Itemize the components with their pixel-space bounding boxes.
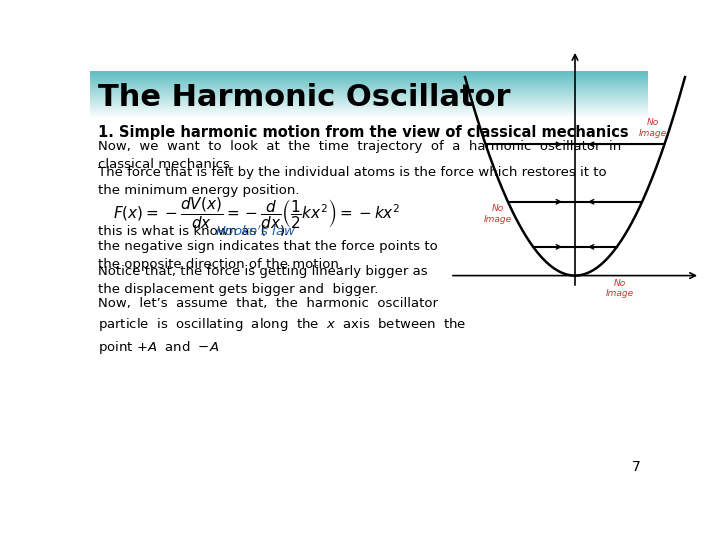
Text: Now,  we  want  to  look  at  the  time  trajectory  of  a  harmonic  oscillator: Now, we want to look at the time traject… [98,140,621,171]
Text: $\it{Hooke's\ law}$: $\it{Hooke's\ law}$ [215,225,296,239]
Text: No
Image: No Image [606,279,634,299]
Text: ).: ). [280,225,289,238]
Text: this is what is known as (: this is what is known as ( [98,225,266,238]
Text: $F(x) = -\dfrac{dV(x)}{dx} = -\dfrac{d}{dx}\left(\dfrac{1}{2}kx^2\right) = -kx^2: $F(x) = -\dfrac{dV(x)}{dx} = -\dfrac{d}{… [113,195,400,232]
Text: 1. Simple harmonic motion from the view of classical mechanics: 1. Simple harmonic motion from the view … [98,125,629,140]
Text: No
Image: No Image [639,118,667,138]
Text: Notice that, the force is getting linearly bigger as
the displacement gets bigge: Notice that, the force is getting linear… [98,265,428,296]
Text: Now,  let’s  assume  that,  the  harmonic  oscillator
particle  is  oscillating : Now, let’s assume that, the harmonic osc… [98,298,466,356]
Text: the negative sign indicates that the force points to
the opposite direction of t: the negative sign indicates that the for… [98,240,438,271]
Text: The Harmonic Oscillator: The Harmonic Oscillator [98,83,510,112]
Text: No
Image: No Image [483,204,512,224]
Text: 7: 7 [631,461,640,475]
Text: The force that is felt by the individual atoms is the force which restores it to: The force that is felt by the individual… [98,166,606,198]
